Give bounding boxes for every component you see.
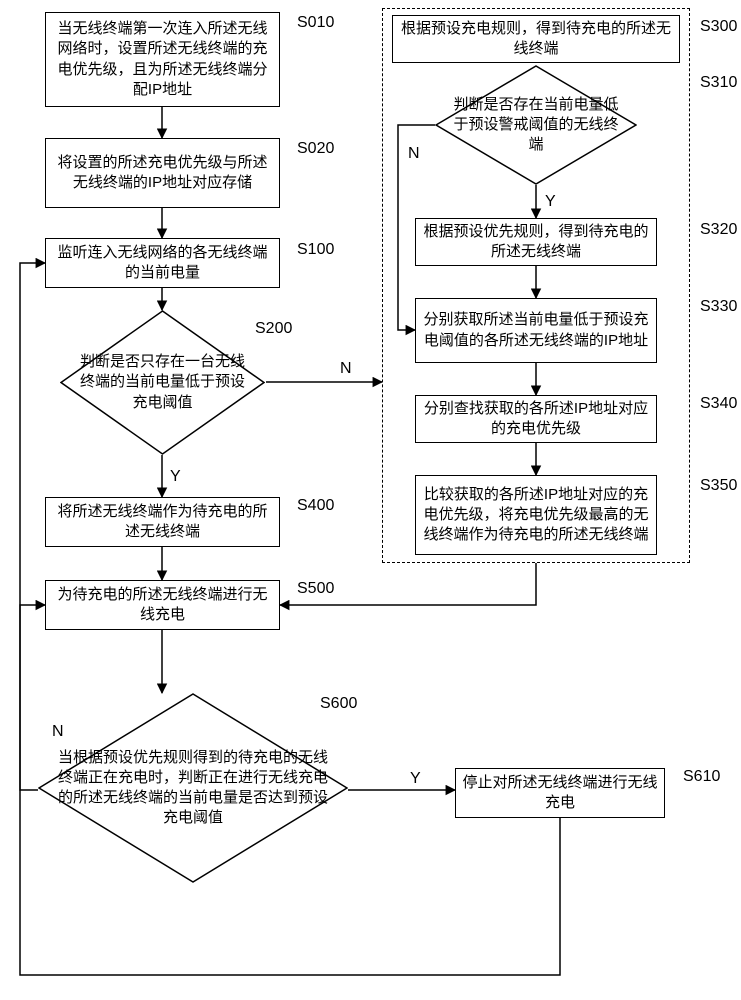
rect-s020: 将设置的所述充电优先级与所述无线终端的IP地址对应存储	[45, 138, 280, 208]
rect-text-s010: 当无线终端第一次连入所述无线网络时，设置所述无线终端的充电优先级，且为所述无线终…	[52, 19, 273, 100]
rect-text-s020: 将设置的所述充电优先级与所述无线终端的IP地址对应存储	[52, 153, 273, 194]
diamond-text-s310: 判断是否存在当前电量低于预设警戒阈值的无线终端	[435, 65, 637, 185]
rect-s340: 分别查找获取的各所述IP地址对应的充电优先级	[415, 395, 657, 443]
rect-s330: 分别获取所述当前电量低于预设充电阈值的各所述无线终端的IP地址	[415, 298, 657, 363]
step-label-s320: S320	[700, 221, 737, 239]
rect-text-s400: 将所述无线终端作为待充电的所述无线终端	[52, 502, 273, 543]
step-label-s300: S300	[700, 18, 737, 36]
step-label-s310: S310	[700, 74, 737, 92]
step-label-s010: S010	[297, 14, 334, 32]
edge-label-s600_y: Y	[410, 770, 421, 788]
rect-s300: 根据预设充电规则，得到待充电的所述无线终端	[392, 15, 680, 63]
rect-s610: 停止对所述无线终端进行无线充电	[455, 768, 665, 818]
edge-label-s600_n: N	[52, 723, 64, 741]
diamond-text-s200: 判断是否只存在一台无线终端的当前电量低于预设充电阈值	[60, 310, 265, 455]
step-label-s500: S500	[297, 580, 334, 598]
rect-s320: 根据预设优先规则，得到待充电的所述无线终端	[415, 218, 657, 266]
step-label-s200: S200	[255, 320, 292, 338]
rect-text-s300: 根据预设充电规则，得到待充电的所述无线终端	[399, 19, 673, 60]
step-label-s400: S400	[297, 497, 334, 515]
rect-text-s340: 分别查找获取的各所述IP地址对应的充电优先级	[422, 399, 650, 440]
diamond-s310: 判断是否存在当前电量低于预设警戒阈值的无线终端	[435, 65, 637, 185]
diamond-s600: 当根据预设优先规则得到的待充电的无线终端正在充电时，判断正在进行无线充电的所述无…	[38, 693, 348, 883]
diamond-text-s600: 当根据预设优先规则得到的待充电的无线终端正在充电时，判断正在进行无线充电的所述无…	[38, 693, 348, 883]
step-label-s610: S610	[683, 768, 720, 786]
step-label-s330: S330	[700, 298, 737, 316]
step-label-s100: S100	[297, 241, 334, 259]
diamond-s200: 判断是否只存在一台无线终端的当前电量低于预设充电阈值	[60, 310, 265, 455]
edge-label-s310_y: Y	[545, 193, 556, 211]
step-label-s350: S350	[700, 477, 737, 495]
rect-s400: 将所述无线终端作为待充电的所述无线终端	[45, 497, 280, 547]
step-label-s020: S020	[297, 140, 334, 158]
edge-label-s200_n: N	[340, 360, 352, 378]
rect-s100: 监听连入无线网络的各无线终端的当前电量	[45, 238, 280, 288]
rect-s500: 为待充电的所述无线终端进行无线充电	[45, 580, 280, 630]
rect-text-s100: 监听连入无线网络的各无线终端的当前电量	[52, 243, 273, 284]
edge-label-s200_y: Y	[170, 468, 181, 486]
rect-s350: 比较获取的各所述IP地址对应的充电优先级，将充电优先级最高的无线终端作为待充电的…	[415, 475, 657, 555]
step-label-s600: S600	[320, 695, 357, 713]
rect-text-s350: 比较获取的各所述IP地址对应的充电优先级，将充电优先级最高的无线终端作为待充电的…	[422, 485, 650, 546]
rect-text-s320: 根据预设优先规则，得到待充电的所述无线终端	[422, 222, 650, 263]
rect-text-s330: 分别获取所述当前电量低于预设充电阈值的各所述无线终端的IP地址	[422, 310, 650, 351]
edge-label-s310_n: N	[408, 145, 420, 163]
rect-text-s610: 停止对所述无线终端进行无线充电	[462, 773, 658, 814]
rect-s010: 当无线终端第一次连入所述无线网络时，设置所述无线终端的充电优先级，且为所述无线终…	[45, 12, 280, 107]
step-label-s340: S340	[700, 395, 737, 413]
rect-text-s500: 为待充电的所述无线终端进行无线充电	[52, 585, 273, 626]
